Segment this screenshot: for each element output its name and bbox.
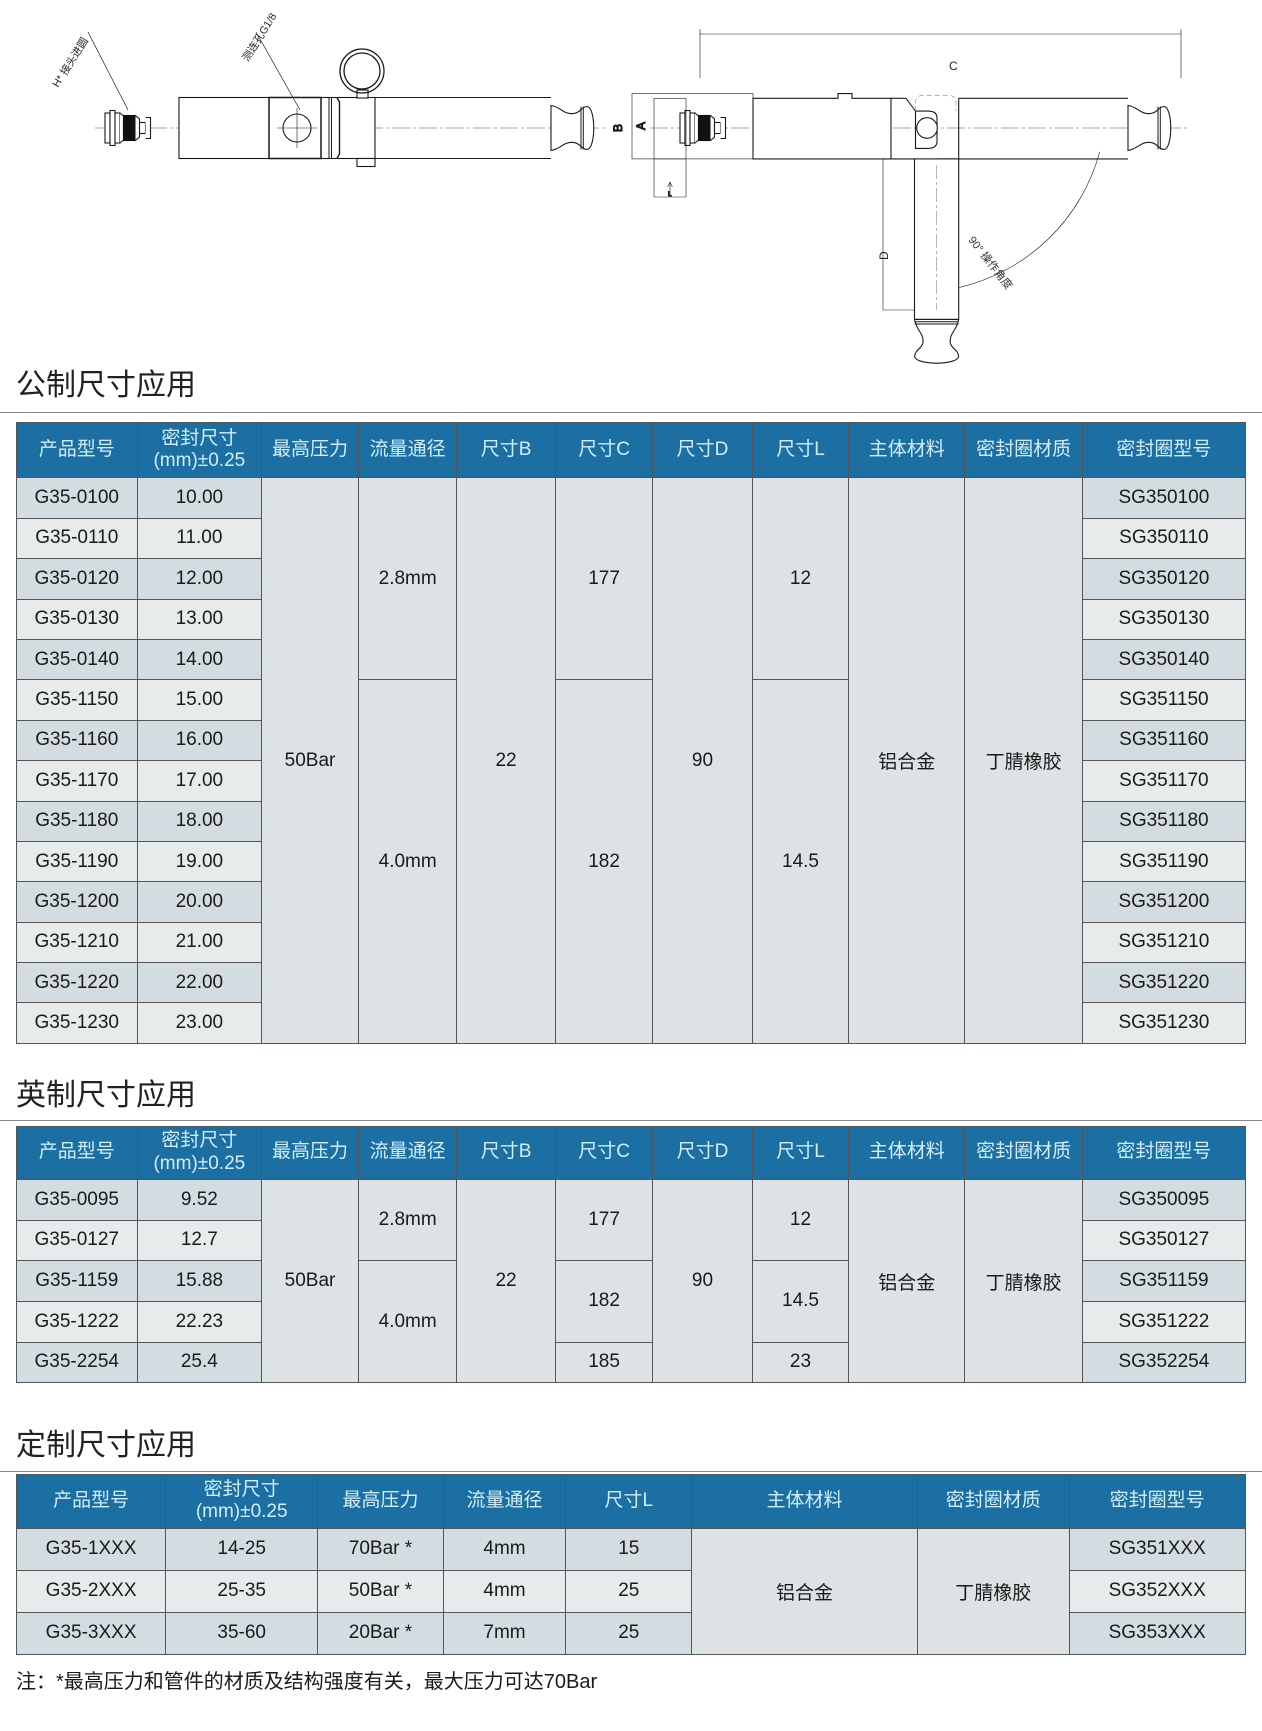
svg-text:B: B (611, 124, 625, 132)
svg-text:D: D (877, 251, 891, 260)
svg-text:L: L (668, 191, 672, 198)
svg-text:90° 操作角度: 90° 操作角度 (966, 233, 1016, 292)
svg-text:接头进圆: 接头进圆 (58, 35, 91, 78)
svg-text:A: A (634, 122, 648, 130)
svg-text:测连孔G1/8: 测连孔G1/8 (240, 11, 280, 64)
svg-text:C: C (949, 59, 958, 73)
